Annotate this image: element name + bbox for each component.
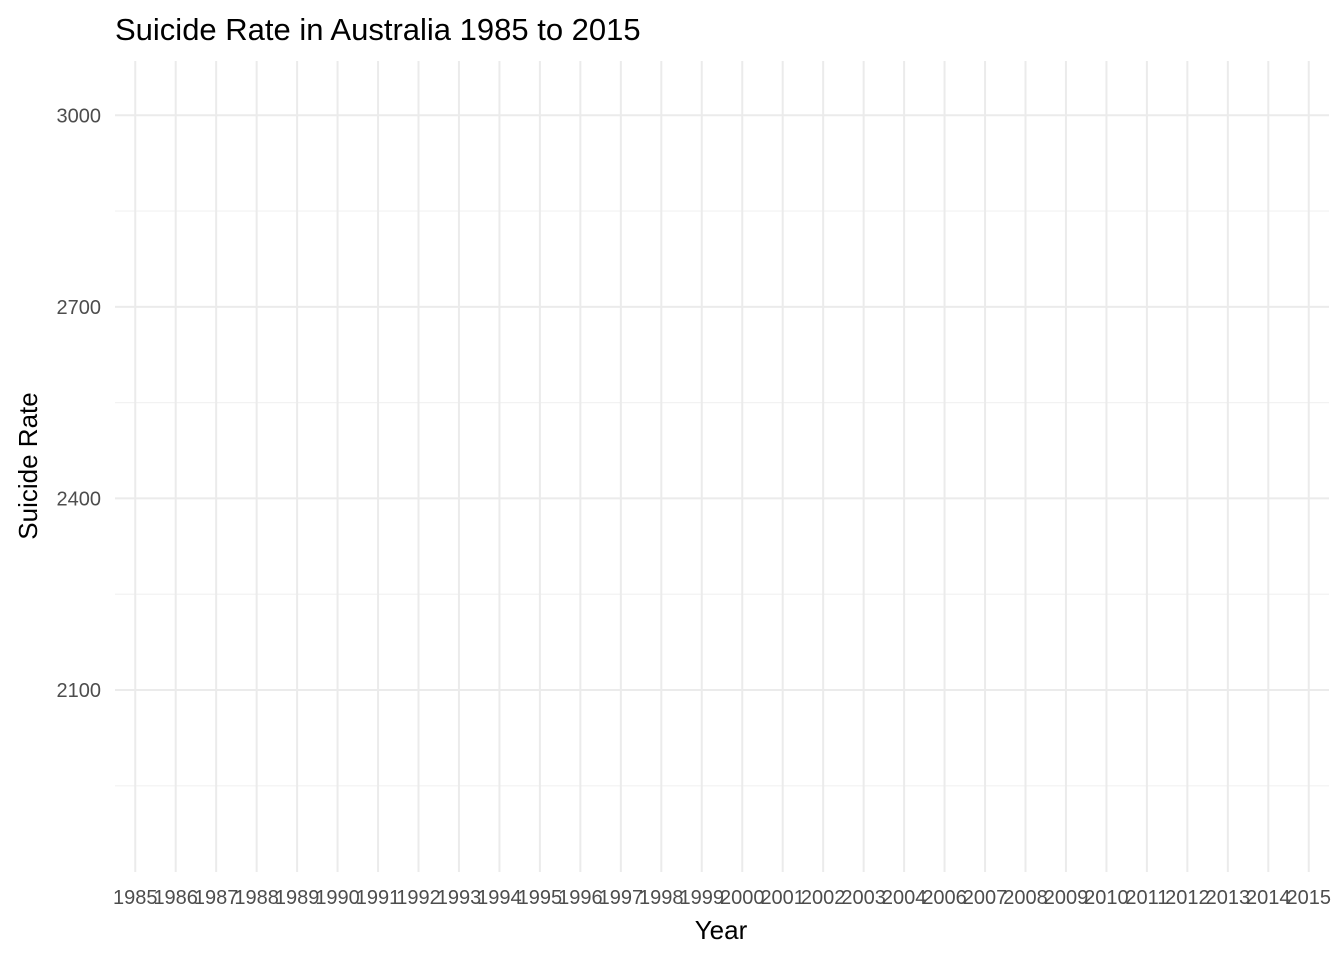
- x-tick-label: 1985: [113, 887, 158, 909]
- x-tick-label: 2004: [882, 887, 927, 909]
- x-tick-label: 1989: [275, 887, 320, 909]
- y-tick-label: 2100: [57, 680, 102, 702]
- x-axis-tick-labels: 1985198619871988198919901991199219931994…: [113, 887, 1331, 909]
- x-tick-label: 1996: [558, 887, 603, 909]
- x-tick-label: 1998: [639, 887, 684, 909]
- x-tick-label: 1988: [234, 887, 279, 909]
- y-tick-label: 3000: [57, 105, 102, 127]
- y-axis-tick-labels: 2100 2400 2700 3000: [57, 105, 102, 702]
- x-tick-label: 1997: [599, 887, 644, 909]
- x-axis-title: Year: [695, 915, 748, 945]
- x-tick-label: 2015: [1287, 887, 1332, 909]
- y-tick-label: 2400: [57, 488, 102, 510]
- x-tick-label: 2009: [1044, 887, 1089, 909]
- x-tick-label: 2011: [1125, 887, 1168, 909]
- x-tick-label: 2000: [720, 887, 765, 909]
- x-tick-label: 2006: [922, 887, 967, 909]
- y-axis-title: Suicide Rate: [13, 392, 43, 539]
- x-tick-label: 2003: [841, 887, 886, 909]
- x-tick-label: 1999: [680, 887, 725, 909]
- y-tick-label: 2700: [57, 297, 102, 319]
- x-tick-label: 1990: [315, 887, 360, 909]
- x-tick-label: 2013: [1206, 887, 1251, 909]
- x-tick-label: 1994: [477, 887, 522, 909]
- x-tick-label: 2001: [760, 887, 805, 909]
- x-tick-label: 1991: [356, 887, 401, 909]
- x-tick-label: 1987: [194, 887, 239, 909]
- x-tick-label: 2002: [801, 887, 846, 909]
- x-tick-label: 1993: [437, 887, 482, 909]
- x-tick-label: 2007: [963, 887, 1008, 909]
- x-tick-label: 2008: [1003, 887, 1048, 909]
- minor-gridlines: [115, 210, 1329, 787]
- x-tick-label: 1995: [518, 887, 563, 909]
- x-tick-label: 2010: [1084, 887, 1129, 909]
- x-tick-label: 1986: [153, 887, 198, 909]
- x-tick-label: 2014: [1246, 887, 1291, 909]
- major-gridlines: [115, 61, 1329, 872]
- chart-title: Suicide Rate in Australia 1985 to 2015: [115, 12, 641, 47]
- x-tick-label: 2012: [1165, 887, 1210, 909]
- x-tick-label: 1992: [396, 887, 441, 909]
